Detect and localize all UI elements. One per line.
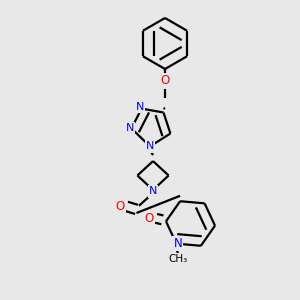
Text: O: O (116, 200, 124, 213)
Text: CH₃: CH₃ (168, 254, 188, 264)
Text: N: N (146, 141, 154, 152)
Text: N: N (149, 186, 157, 197)
Text: N: N (136, 102, 144, 112)
Text: O: O (160, 74, 169, 88)
Text: O: O (145, 212, 154, 225)
Text: N: N (126, 123, 134, 134)
Text: N: N (173, 237, 182, 250)
